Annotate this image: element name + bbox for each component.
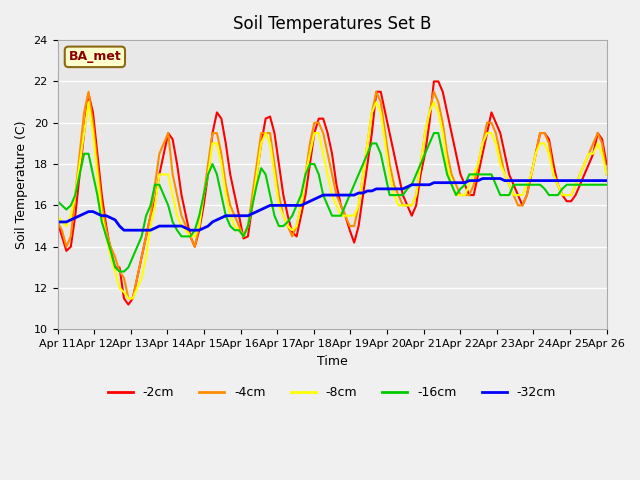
- Title: Soil Temperatures Set B: Soil Temperatures Set B: [233, 15, 431, 33]
- Legend: -2cm, -4cm, -8cm, -16cm, -32cm: -2cm, -4cm, -8cm, -16cm, -32cm: [103, 381, 561, 404]
- Y-axis label: Soil Temperature (C): Soil Temperature (C): [15, 120, 28, 249]
- Text: BA_met: BA_met: [68, 50, 121, 63]
- X-axis label: Time: Time: [317, 355, 348, 368]
